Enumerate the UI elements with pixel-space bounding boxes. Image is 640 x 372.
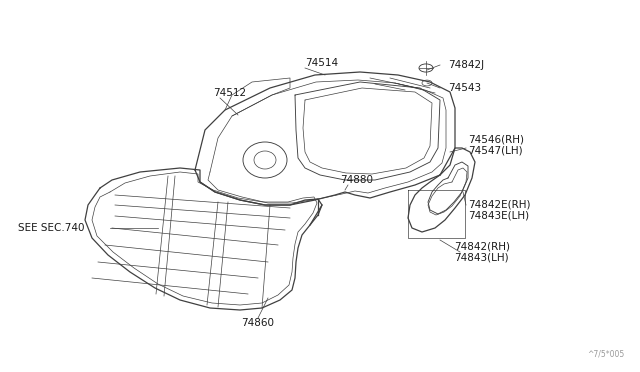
Text: 74546(RH)
74547(LH): 74546(RH) 74547(LH) xyxy=(468,134,524,156)
Text: 74842(RH)
74843(LH): 74842(RH) 74843(LH) xyxy=(454,241,510,263)
Text: 74880: 74880 xyxy=(340,175,373,185)
Text: 74842E(RH)
74843E(LH): 74842E(RH) 74843E(LH) xyxy=(468,199,531,221)
Text: ^7/5*005: ^7/5*005 xyxy=(587,350,624,359)
Text: 74512: 74512 xyxy=(213,88,246,98)
Text: 74514: 74514 xyxy=(305,58,338,68)
Text: 74543: 74543 xyxy=(448,83,481,93)
Text: 74842J: 74842J xyxy=(448,60,484,70)
Text: SEE SEC.740: SEE SEC.740 xyxy=(18,223,84,233)
Text: 74860: 74860 xyxy=(241,318,275,328)
